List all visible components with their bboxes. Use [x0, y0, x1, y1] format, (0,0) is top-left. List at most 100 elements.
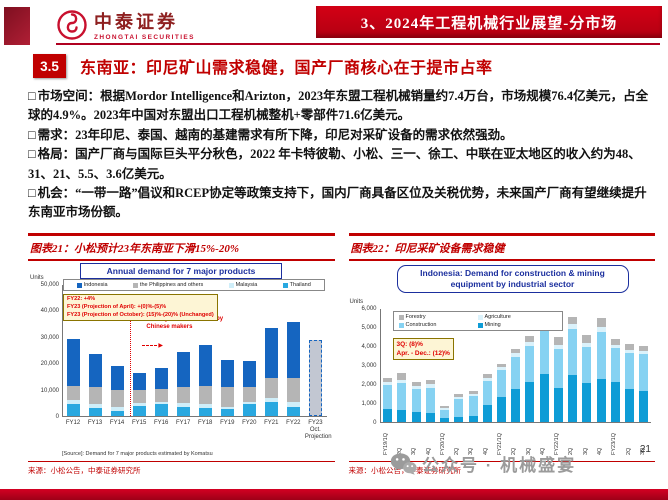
bar-4Q	[596, 309, 606, 422]
segment-Indonesia	[265, 328, 279, 379]
figure-22-panel: 图表22：印尼采矿设备需求稳健 Units Indonesia: Demand …	[348, 233, 656, 476]
segment-Malaysia	[89, 404, 103, 409]
x-label: FY12	[65, 420, 81, 426]
x-label: FY19	[220, 420, 235, 426]
segment-Mining	[454, 417, 464, 422]
bar-FY13	[89, 285, 103, 416]
segment-Forestry	[496, 363, 506, 368]
segment-Agriculture	[425, 384, 435, 389]
section-banner: 3、2024年工程机械行业展望-分市场	[316, 6, 662, 38]
legend-swatch-icon	[398, 322, 404, 328]
bar-FY12	[67, 285, 81, 416]
figure-21-caption: 图表21：小松预计23年东南亚下滑15%-20%	[28, 233, 335, 261]
segment-Construction	[568, 328, 578, 375]
segment-Malaysia	[155, 401, 169, 405]
segment-the-Philippines-and-others	[133, 389, 147, 403]
segment-the-Philippines-and-others	[243, 387, 257, 402]
bar-FY23-1Q	[610, 309, 620, 422]
segment-Agriculture	[582, 342, 592, 347]
segment-Agriculture	[468, 393, 478, 396]
x-label: 3Q	[582, 447, 589, 455]
x-label: 2Q	[625, 447, 632, 455]
x-label: FY22	[286, 420, 301, 426]
bar-2Q	[625, 309, 635, 422]
bar-FY15	[133, 285, 147, 416]
anno-line: FY23 (Projection of October): (15)%-(20)…	[67, 311, 214, 318]
x-label: FY17	[176, 420, 191, 426]
segment-Construction	[440, 409, 450, 419]
segment-Agriculture	[397, 379, 407, 384]
bar-FY19-1Q	[383, 309, 393, 422]
bar-FY19	[221, 285, 235, 416]
segment-Agriculture	[511, 353, 521, 358]
bullet-text: 国产厂商与国际巨头平分秋色，2022 年卡特彼勒、小松、三一、徐工、中联在亚太地…	[28, 147, 641, 181]
legend-label: Forestry	[405, 314, 426, 320]
note-arrow-icon	[142, 342, 163, 349]
segment-Agriculture	[383, 382, 393, 386]
segment-Thailand	[221, 409, 235, 416]
bullet-list: 市场空间：根据Mordor Intelligence和Arizton，2023年…	[28, 87, 656, 223]
y-tick: 0	[55, 414, 59, 420]
bar-FY20-1Q	[440, 309, 450, 422]
legend-swatch-icon	[228, 282, 234, 288]
segment-Forestry	[596, 318, 606, 327]
segment-Construction	[596, 331, 606, 379]
chinese-makers-divider-line	[130, 319, 132, 416]
bar-FY22	[287, 285, 300, 416]
logo-text: 中泰证券 ZHONGTAI SECURITIES	[94, 8, 195, 41]
segment-Thailand	[287, 406, 300, 416]
legend-swatch-icon	[132, 282, 138, 288]
segment-Construction	[383, 385, 393, 409]
segment-the-Philippines-and-others	[155, 388, 169, 402]
chart-indonesia-sector: Units Indonesia: Demand for construction…	[349, 263, 656, 459]
legend-label: Indonesia	[83, 282, 108, 288]
bar-FY14	[111, 285, 125, 416]
legend-item: the Philippines and others	[132, 282, 204, 288]
y-axis-ticks: 6,000 5,000 4,000 3,000 2,000 1,000 0	[349, 306, 379, 426]
segment-Agriculture	[496, 367, 506, 371]
segment-Agriculture	[568, 324, 578, 329]
bullet-market-space: 市场空间：根据Mordor Intelligence和Arizton，2023年…	[28, 87, 656, 126]
segment-Forestry	[639, 345, 649, 352]
segment-Mining	[553, 388, 563, 422]
y-tick: 1,000	[361, 401, 377, 407]
segment-the-Philippines-and-others	[221, 387, 235, 407]
bullet-demand: 需求：23年印尼、泰国、越南的基建需求有所下降，印尼对采矿设备的需求依然强劲。	[28, 126, 656, 145]
y-tick: 50,000	[40, 282, 59, 288]
segment-Construction	[496, 370, 506, 397]
bar-FY22-1Q	[553, 309, 563, 422]
bullet-label: 机会：	[37, 185, 76, 200]
segment-Mining	[582, 383, 592, 422]
legend-label: Agriculture	[484, 314, 511, 320]
chart-legend: Forestry Agriculture Construction Mining	[392, 311, 563, 331]
legend-swatch-icon	[282, 282, 288, 288]
zhongtai-logo-icon	[57, 9, 87, 40]
legend-swatch-icon	[477, 322, 483, 328]
y-tick: 2,000	[361, 381, 377, 388]
bullet-landscape: 格局：国产厂商与国际巨头平分秋色，2022 年卡特彼勒、小松、三一、徐工、中联在…	[28, 145, 656, 184]
bar-FY23	[308, 285, 322, 416]
x-label: 4Q	[597, 447, 604, 455]
segment-Forestry	[397, 373, 407, 380]
legend-swatch-icon	[398, 314, 404, 320]
segment-Forestry	[625, 343, 635, 351]
segment-Indonesia	[199, 345, 213, 386]
segment-the-Philippines-and-others	[199, 385, 213, 405]
segment-Thailand	[177, 406, 191, 416]
legend-label: the Philippines and others	[139, 282, 204, 288]
segment-Forestry	[440, 406, 450, 408]
segment-Mining	[525, 382, 535, 422]
bullet-label: 需求：	[37, 127, 76, 142]
legend-item: Indonesia	[76, 282, 108, 288]
segment-Forestry	[454, 393, 464, 397]
segment-the-Philippines-and-others	[89, 387, 103, 405]
legend-item: Forestry	[398, 314, 478, 320]
chart-title: Indonesia: Demand for construction & min…	[396, 265, 629, 294]
chart-legend: Indonesia the Philippines and others Malay…	[63, 279, 325, 291]
legend-item: Construction	[398, 322, 478, 328]
bar-4Q	[425, 309, 435, 422]
segment-Construction	[553, 348, 563, 389]
segment-Indonesia	[67, 338, 81, 386]
y-tick: 3,000	[361, 363, 377, 369]
